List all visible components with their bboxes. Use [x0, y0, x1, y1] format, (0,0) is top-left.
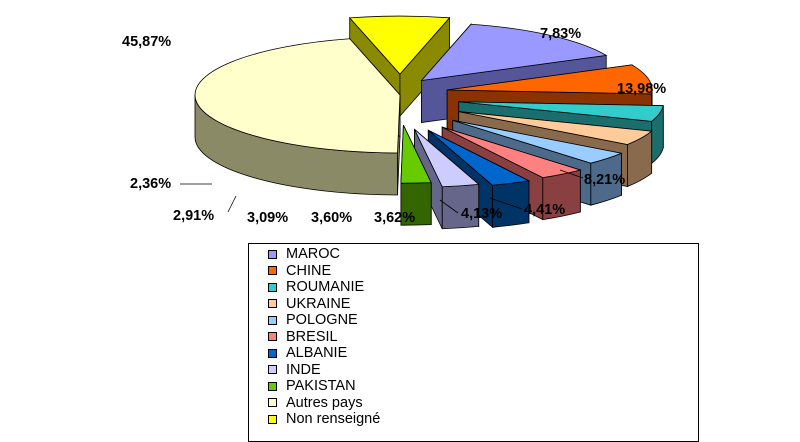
legend-item-bresil: BRESIL	[268, 329, 380, 346]
slice-top-pakistan	[400, 125, 432, 184]
legend-label: ROUMANIE	[286, 279, 365, 296]
legend-item-pakistan: PAKISTAN	[268, 378, 380, 395]
legend-swatch	[268, 266, 277, 276]
legend-item-autres-pays: Autres pays	[268, 395, 380, 412]
data-label-maroc: 13,98%	[617, 81, 666, 97]
data-label-inde: 2,91%	[173, 208, 214, 224]
slice-top-autres-pays	[194, 38, 401, 154]
slice-top-albanie	[428, 129, 531, 186]
slice-top-chine	[447, 64, 653, 95]
legend-item-non-renseigne: Non renseigné	[268, 411, 380, 428]
legend-label: POLOGNE	[286, 312, 358, 329]
legend-label: UKRAINE	[286, 295, 351, 312]
legend-item-ukraine: UKRAINE	[268, 296, 380, 313]
legend-item-pologne: POLOGNE	[268, 312, 380, 329]
leader-line-ukraine	[439, 199, 459, 214]
legend-label: INDE	[286, 361, 321, 378]
data-label-bresil: 3,60%	[311, 210, 352, 226]
data-label-roumanie: 4,41%	[524, 202, 565, 218]
legend-swatch	[268, 365, 277, 375]
slice-top-maroc	[420, 23, 608, 82]
legend-label: Autres pays	[286, 394, 363, 411]
legend-swatch	[268, 348, 277, 358]
legend-item-roumanie: ROUMANIE	[268, 279, 380, 296]
leader-line-chine	[559, 169, 584, 179]
slice-top-bresil	[442, 126, 582, 179]
slice-pakistan	[400, 125, 432, 226]
legend-item-albanie: ALBANIE	[268, 345, 380, 362]
legend-swatch	[268, 381, 277, 391]
data-label-pologne: 3,62%	[374, 210, 415, 226]
legend-swatch	[268, 332, 277, 342]
slice-autres-pays	[194, 37, 401, 196]
legend-swatch	[268, 249, 277, 259]
legend-label: MAROC	[286, 246, 340, 263]
legend-swatch	[268, 414, 277, 424]
data-label-pakistan: 2,36%	[130, 176, 171, 192]
legend-item-chine: CHINE	[268, 263, 380, 280]
legend-item-inde: INDE	[268, 362, 380, 379]
legend-label: BRESIL	[286, 328, 338, 345]
chart-legend: MAROC CHINE ROUMANIE UKRAINE POLOGNE BRESIL AL…	[248, 243, 699, 442]
data-label-autres-pays: 45,87%	[122, 34, 171, 50]
legend-item-maroc: MAROC	[268, 246, 380, 263]
slice-top-inde	[414, 128, 480, 188]
legend-label: CHINE	[286, 262, 332, 279]
legend-label: PAKISTAN	[286, 378, 356, 395]
leader-line-inde	[227, 195, 237, 213]
legend-swatch	[268, 315, 277, 325]
legend-swatch	[268, 398, 277, 408]
legend-swatch	[268, 282, 277, 292]
data-label-non-renseigne: 7,83%	[540, 26, 581, 42]
slice-top-roumanie	[458, 101, 664, 122]
data-label-ukraine: 4,13%	[461, 206, 502, 222]
legend-label: Non renseigné	[286, 411, 381, 428]
slice-top-non-renseigne	[348, 15, 451, 75]
slice-top-pologne	[452, 119, 623, 164]
slice-top-ukraine	[458, 111, 653, 145]
legend-label: ALBANIE	[286, 345, 348, 362]
data-label-albanie: 3,09%	[247, 210, 288, 226]
legend-swatch	[268, 299, 277, 309]
data-label-chine: 8,21%	[584, 172, 625, 188]
legend-list: MAROC CHINE ROUMANIE UKRAINE POLOGNE BRESIL AL…	[268, 246, 380, 428]
leader-line-roumanie	[489, 197, 523, 210]
